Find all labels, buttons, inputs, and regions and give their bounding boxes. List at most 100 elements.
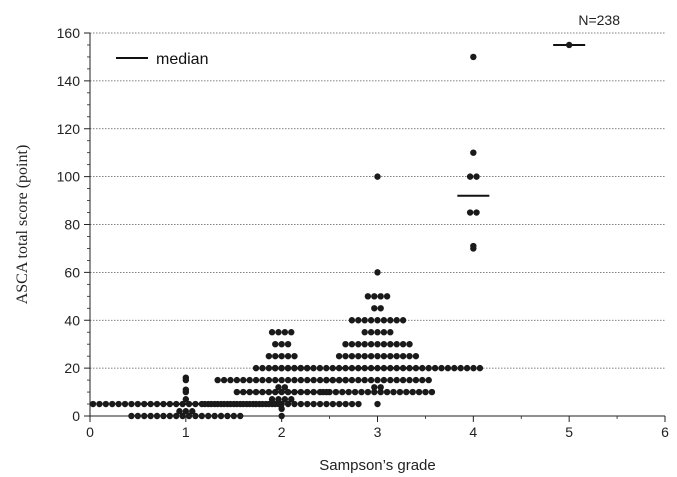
data-point-grade-3 bbox=[361, 340, 368, 348]
data-point-grade-3 bbox=[425, 364, 432, 372]
data-point-grade-3 bbox=[367, 317, 375, 324]
data-point-grade-2 bbox=[342, 400, 349, 408]
data-point-grade-2 bbox=[252, 376, 260, 384]
data-point-grade-3 bbox=[271, 364, 279, 372]
y-axis-label: ASCA total score (point) bbox=[14, 145, 31, 305]
data-point-grade-2 bbox=[291, 400, 298, 408]
data-point-grade-3 bbox=[406, 376, 413, 384]
data-point-grade-3 bbox=[406, 340, 413, 348]
data-point-grade-3 bbox=[406, 352, 413, 360]
data-point-grade-3 bbox=[406, 364, 413, 372]
data-point-grade-3 bbox=[278, 364, 285, 372]
data-point-grade-2 bbox=[291, 388, 298, 396]
data-point-grade-3 bbox=[348, 317, 356, 324]
data-point-grade-3 bbox=[393, 376, 400, 384]
data-point-grade-3 bbox=[380, 352, 388, 360]
data-point-grade-1 bbox=[96, 400, 103, 408]
data-point-grade-3 bbox=[374, 329, 381, 336]
data-point-grade-3 bbox=[335, 364, 343, 372]
data-point-grade-2 bbox=[265, 400, 273, 408]
data-point-grade-1 bbox=[134, 400, 142, 408]
data-point-grade-4 bbox=[470, 242, 477, 250]
y-tick-label-0: 0 bbox=[72, 408, 80, 424]
data-point-grade-3 bbox=[374, 364, 381, 372]
data-point-grade-3 bbox=[367, 329, 375, 336]
data-point-grade-3 bbox=[371, 388, 378, 396]
data-point-grade-3 bbox=[323, 376, 330, 384]
data-point-grade-3 bbox=[383, 388, 391, 396]
data-point-grade-1 bbox=[147, 400, 154, 408]
data-point-grade-2 bbox=[291, 376, 298, 384]
data-point-grade-2 bbox=[316, 376, 324, 384]
data-point-grade-3 bbox=[399, 317, 407, 324]
data-point-grade-2 bbox=[310, 388, 317, 396]
data-point-grade-2 bbox=[278, 400, 285, 408]
y-tick-label-140: 140 bbox=[57, 73, 81, 89]
data-point-grade-2 bbox=[246, 400, 253, 408]
data-point-grade-4 bbox=[466, 209, 474, 216]
data-point-grade-3 bbox=[393, 364, 400, 372]
data-point-grade-3 bbox=[364, 293, 372, 300]
y-tick-label-100: 100 bbox=[57, 169, 81, 185]
data-point-grade-2 bbox=[259, 400, 266, 408]
data-point-grade-2 bbox=[304, 388, 311, 396]
data-point-grade-3 bbox=[377, 305, 384, 312]
data-point-grade-3 bbox=[355, 352, 362, 360]
data-point-grade-2 bbox=[265, 352, 273, 360]
data-point-grade-3 bbox=[476, 364, 484, 372]
data-point-grade-2 bbox=[265, 376, 273, 384]
data-point-grade-2 bbox=[259, 376, 266, 384]
data-point-grade-3 bbox=[358, 388, 365, 396]
data-point-grade-2 bbox=[201, 400, 209, 408]
data-point-grade-1 bbox=[166, 400, 174, 408]
data-point-grade-2 bbox=[240, 400, 247, 408]
y-tick-label-60: 60 bbox=[64, 264, 80, 280]
data-point-grade-3 bbox=[374, 269, 381, 276]
data-point-grade-3 bbox=[348, 352, 356, 360]
data-point-grade-2 bbox=[297, 376, 305, 384]
data-point-grade-3 bbox=[342, 364, 349, 372]
data-point-grade-1 bbox=[121, 400, 129, 408]
x-tick-label-5: 5 bbox=[565, 424, 573, 440]
data-point-grade-2 bbox=[220, 400, 228, 408]
data-point-grade-2 bbox=[265, 364, 273, 372]
data-point-grade-2 bbox=[233, 376, 241, 384]
data-point-grade-1 bbox=[102, 400, 110, 408]
data-point-grade-2 bbox=[304, 400, 311, 408]
data-point-grade-2 bbox=[278, 340, 285, 348]
data-point-grade-2 bbox=[214, 376, 221, 384]
x-tick-label-1: 1 bbox=[182, 424, 190, 440]
data-point-grade-3 bbox=[355, 364, 362, 372]
data-point-grade-3 bbox=[310, 364, 317, 372]
sample-size-annotation: N=238 bbox=[578, 12, 620, 28]
data-point-grade-3 bbox=[335, 376, 343, 384]
data-point-grade-3 bbox=[409, 388, 416, 396]
data-point-grade-2 bbox=[281, 396, 289, 403]
data-point-grade-3 bbox=[371, 293, 378, 300]
data-point-grade-2 bbox=[272, 352, 279, 360]
data-point-grade-3 bbox=[374, 173, 381, 180]
data-point-grade-3 bbox=[367, 340, 375, 348]
data-point-grade-2 bbox=[278, 352, 285, 360]
data-point-grade-3 bbox=[361, 376, 368, 384]
data-point-grade-3 bbox=[319, 388, 327, 396]
data-point-grade-3 bbox=[348, 364, 356, 372]
x-tick-label-4: 4 bbox=[469, 424, 477, 440]
data-point-grade-2 bbox=[268, 329, 276, 336]
data-point-grade-2 bbox=[284, 376, 292, 384]
y-tick-label-160: 160 bbox=[57, 25, 81, 41]
data-point-grade-3 bbox=[351, 388, 359, 396]
data-point-grade-3 bbox=[326, 388, 333, 396]
data-point-grade-3 bbox=[380, 317, 388, 324]
data-point-grade-3 bbox=[387, 352, 394, 360]
data-point-grade-3 bbox=[463, 364, 471, 372]
data-point-grade-3 bbox=[367, 364, 375, 372]
data-point-grade-2 bbox=[316, 400, 324, 408]
data-point-grade-2 bbox=[240, 376, 247, 384]
data-point-grade-3 bbox=[303, 364, 311, 372]
data-point-grade-3 bbox=[361, 352, 368, 360]
data-point-grade-2 bbox=[275, 384, 282, 391]
data-point-grade-2 bbox=[348, 400, 356, 408]
data-point-grade-3 bbox=[342, 376, 349, 384]
data-point-grade-3 bbox=[335, 352, 343, 360]
